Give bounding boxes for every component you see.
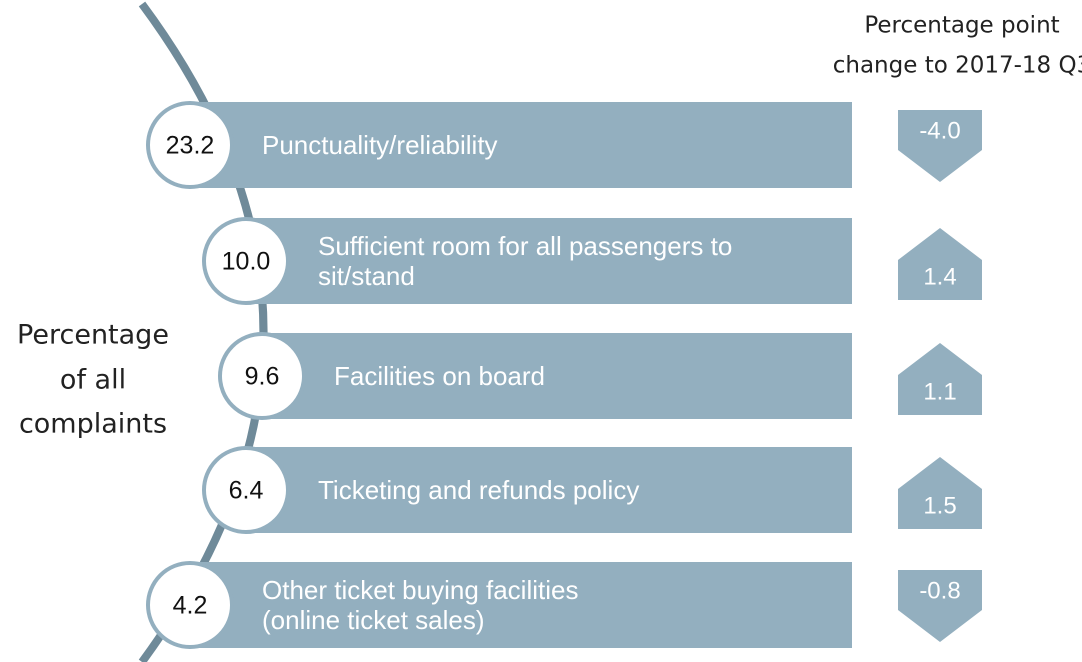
value: 4.2 (173, 592, 208, 620)
item-label: Punctuality/reliability (262, 130, 498, 160)
change-value: -4.0 (919, 117, 960, 144)
bar (190, 562, 852, 648)
side-label: complaints (19, 409, 167, 440)
bar (246, 447, 852, 533)
value-circle (146, 561, 234, 649)
value-circle (202, 446, 290, 534)
bar (262, 333, 852, 419)
value: 10.0 (222, 248, 271, 276)
value-circle (146, 101, 234, 189)
side-label: of all (60, 365, 126, 396)
side-label: Percentage (17, 320, 169, 351)
change-arrow-up (898, 228, 982, 300)
value: 23.2 (166, 132, 215, 160)
item-label: Ticketing and refunds policy (318, 475, 639, 505)
change-arrow-up (898, 343, 982, 415)
header-line: change to 2017-18 Q3 (833, 53, 1082, 79)
item-label: sit/stand (318, 261, 415, 291)
change-value: -0.8 (919, 577, 960, 604)
items: 23.2 Punctuality/reliability -4.0 10.0 Suffi… (146, 101, 982, 649)
item-label: (online ticket sales) (262, 605, 485, 635)
item-label: Facilities on board (334, 361, 545, 391)
change-value: 1.4 (923, 263, 956, 290)
value-circle (218, 332, 306, 420)
header-line: Percentage point (864, 13, 1059, 39)
value: 6.4 (229, 477, 264, 505)
change-value: 1.1 (923, 378, 956, 405)
bar (190, 102, 852, 188)
item-label: Sufficient room for all passengers to (318, 231, 732, 261)
change-arrow-down (898, 570, 982, 642)
change-value: 1.5 (923, 492, 956, 519)
change-arrow-up (898, 457, 982, 529)
value: 9.6 (245, 363, 280, 391)
change-arrow-down (898, 110, 982, 182)
value-circle (202, 217, 290, 305)
bar (246, 218, 852, 304)
item-label: Other ticket buying facilities (262, 575, 578, 605)
